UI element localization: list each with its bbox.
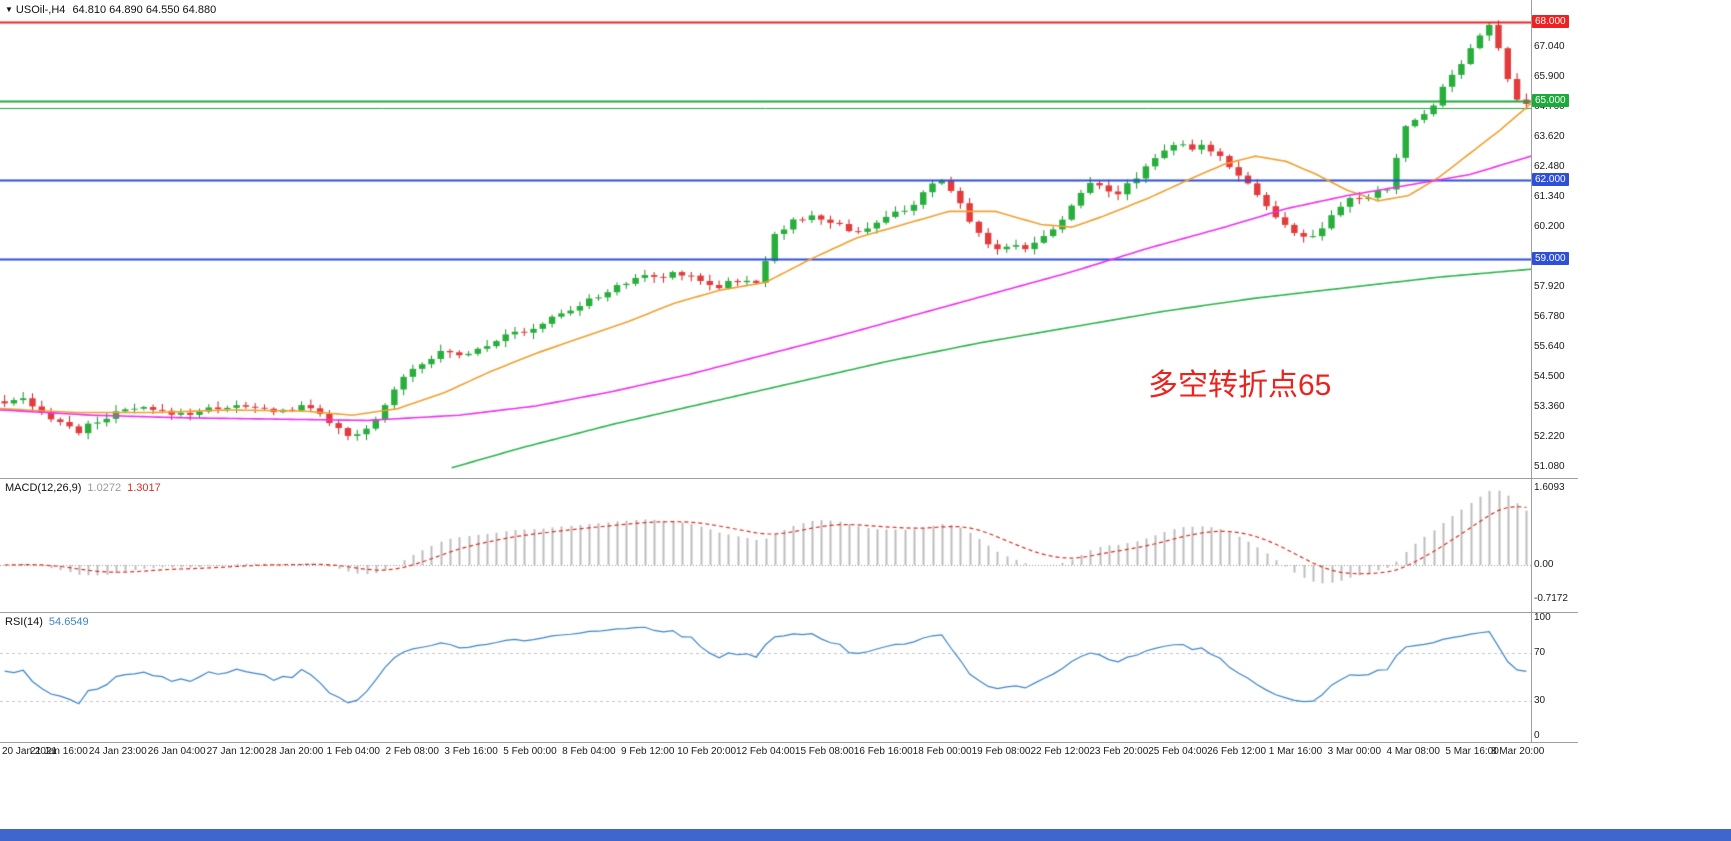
price-tick-label: 63.620 [1534,131,1565,143]
time-tick-label: 28 Jan 20:00 [265,746,324,757]
time-tick-label: 12 Feb 04:00 [736,746,795,757]
rsi-scale-label: 70 [1534,647,1546,659]
symbol-title: USOil-,H4 [15,4,66,16]
ohlc-values: 64.810 64.890 64.550 64.880 [72,4,217,16]
time-tick-label: 3 Mar 00:00 [1327,746,1382,757]
macd-scale-label: 0.00 [1534,559,1554,570]
time-tick-label: 26 Feb 12:00 [1207,746,1267,757]
time-tick-label: 27 Jan 12:00 [206,746,265,757]
price-tick-label: 65.900 [1534,71,1565,83]
macd-scale-label: 1.6093 [1534,481,1565,493]
time-tick-label: 3 Feb 16:00 [444,746,498,757]
time-tick-label: 25 Feb 04:00 [1148,746,1208,757]
price-tick-label: 67.040 [1534,41,1565,53]
price-tick-label: 56.780 [1534,311,1565,323]
time-tick-label: 22 Feb 12:00 [1030,746,1090,757]
time-tick-label: 16 Feb 16:00 [853,746,913,757]
price-tick-label: 61.340 [1534,191,1565,203]
time-tick-label: 21 Jan 16:00 [29,746,88,757]
price-line-badge: 62.000 [1532,172,1569,186]
window-bottom-border [0,829,1731,841]
time-tick-label: 23 Feb 20:00 [1089,746,1149,757]
time-tick-label: 15 Feb 08:00 [794,746,854,757]
rsi-label: RSI(14) [5,616,43,628]
time-tick-label: 1 Feb 04:00 [326,746,380,757]
price-tick-label: 52.220 [1534,431,1565,443]
macd-value-main: 1.0272 [87,482,122,494]
rsi-header: RSI(14) 54.6549 [5,616,89,628]
time-tick-label: 5 Feb 00:00 [503,746,557,757]
macd-header: MACD(12,26,9) 1.0272 1.3017 [5,482,161,494]
time-tick-label: 26 Jan 04:00 [147,746,206,757]
rsi-indicator-canvas[interactable] [0,613,1531,742]
time-tick-label: 9 Feb 12:00 [621,746,675,757]
time-tick-label: 10 Feb 20:00 [677,746,737,757]
price-tick-label: 57.920 [1534,281,1565,293]
time-tick-label: 8 Feb 04:00 [562,746,616,757]
time-tick-label: 18 Feb 00:00 [912,746,972,757]
time-tick-label: 24 Jan 23:00 [88,746,147,757]
macd-value-signal: 1.3017 [127,482,161,494]
panel-separator[interactable] [0,478,1578,479]
time-tick-label: 4 Mar 08:00 [1386,746,1440,757]
time-tick-label: 19 Feb 08:00 [971,746,1031,757]
rsi-scale-label: 30 [1534,694,1546,706]
time-tick-label: 20 Jan 2021 [2,746,58,757]
price-tick-label: 60.200 [1534,221,1565,233]
rsi-value: 54.6549 [48,616,89,628]
time-tick-label: 5 Mar 16:00 [1445,746,1499,757]
macd-label: MACD(12,26,9) [5,482,82,494]
price-tick-label: 55.640 [1534,341,1565,353]
price-tick-label: 51.080 [1534,461,1565,472]
time-tick-label: 1 Mar 16:00 [1268,746,1323,757]
panel-separator [0,742,1578,743]
panel-separator[interactable] [0,612,1578,613]
symbol-dropdown-icon[interactable]: ▼ [5,5,13,14]
macd-indicator-canvas[interactable] [0,479,1531,612]
chart-annotation: 多空转折点65 [1148,369,1332,402]
price-line-badge: 68.000 [1532,15,1569,28]
price-scale-divider [1531,0,1532,743]
price-line-badge: 59.000 [1532,251,1569,265]
macd-scale-label: -0.7172 [1534,593,1568,605]
time-tick-label: 2 Feb 08:00 [385,746,439,757]
price-line-badge: 65.000 [1532,93,1569,107]
rsi-scale-label: 100 [1534,612,1551,623]
price-tick-label: 54.500 [1534,371,1565,383]
chart-header: ▼ USOil-,H4 64.810 64.890 64.550 64.880 [5,4,216,16]
time-tick-label: 8 Mar 20:00 [1490,746,1545,757]
price-chart-canvas[interactable] [0,0,1531,478]
price-tick-label: 62.480 [1534,161,1565,173]
rsi-scale-label: 0 [1534,730,1540,741]
price-tick-label: 53.360 [1534,401,1565,413]
